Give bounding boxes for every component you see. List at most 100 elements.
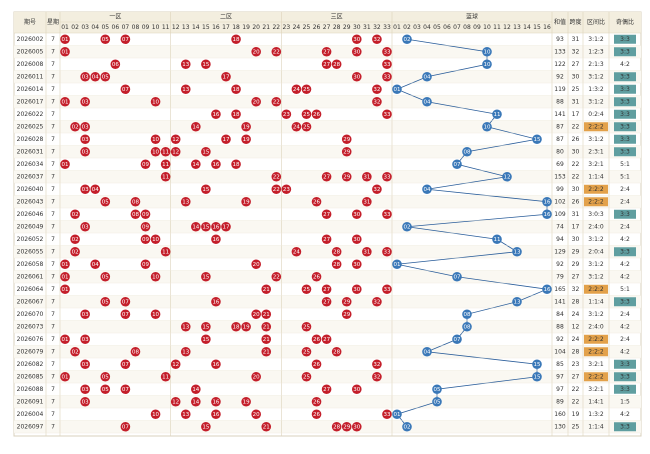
red-ball-circle <box>100 371 111 382</box>
red-ball-number: 03 <box>82 74 89 80</box>
red-ball: 07 <box>120 421 131 432</box>
red-ball: 07 <box>120 384 131 395</box>
red-ball-number: 26 <box>313 412 320 418</box>
red-ball: 14 <box>191 159 201 170</box>
red-ball-number: 03 <box>82 387 89 393</box>
blue-ball-circle <box>402 421 412 432</box>
red-ball-number: 10 <box>152 137 159 143</box>
red-ball-circle <box>251 309 261 320</box>
zone-ratio-cell: 2:2:2 <box>588 348 604 355</box>
sum-cell: 153 <box>554 173 566 180</box>
red-ball-number: 11 <box>162 374 169 380</box>
red-ball: 24 <box>291 246 302 257</box>
blue-ball: 05 <box>432 396 442 407</box>
red-number-header: 32 <box>373 24 381 31</box>
column-header: 期号 <box>24 18 36 26</box>
red-ball-circle <box>170 396 181 407</box>
red-ball-circle <box>251 46 261 57</box>
blue-ball-number: 01 <box>394 412 401 418</box>
red-ball-circle <box>251 371 261 382</box>
odd-even-highlight <box>614 122 636 132</box>
sum-cell: 130 <box>554 423 566 430</box>
red-number-header: 24 <box>293 24 301 31</box>
sum-cell: 102 <box>554 198 566 205</box>
red-ball-circle <box>351 284 362 295</box>
red-ball-number: 27 <box>323 174 330 180</box>
sum-cell: 94 <box>556 236 564 243</box>
red-ball-number: 07 <box>122 299 129 305</box>
red-ball: 18 <box>231 109 241 120</box>
red-ball-circle <box>90 184 101 195</box>
blue-ball: 02 <box>402 421 412 432</box>
red-ball: 30 <box>351 71 362 82</box>
red-ball-number: 07 <box>122 424 129 430</box>
red-ball-circle <box>150 271 161 282</box>
blue-ball: 07 <box>452 271 462 282</box>
red-ball: 13 <box>180 59 191 70</box>
red-ball-circle <box>60 259 70 270</box>
red-ball: 19 <box>241 396 251 407</box>
row-bg <box>14 145 641 158</box>
span-cell: 25 <box>572 86 580 93</box>
red-ball-number: 12 <box>172 399 179 405</box>
red-ball-number: 15 <box>202 324 209 330</box>
red-ball: 01 <box>60 284 70 295</box>
odd-even-highlight <box>614 372 636 382</box>
red-ball-circle <box>351 209 362 220</box>
zone-ratio-highlight <box>584 184 608 194</box>
red-ball: 26 <box>311 409 322 420</box>
odd-even-highlight <box>614 134 636 144</box>
blue-ball: 08 <box>462 146 472 157</box>
red-ball-circle <box>382 284 392 295</box>
red-ball: 04 <box>90 184 101 195</box>
red-ball-number: 09 <box>142 262 149 268</box>
span-cell: 28 <box>572 348 580 355</box>
red-ball: 05 <box>100 384 111 395</box>
red-ball: 20 <box>251 371 261 382</box>
odd-even-highlight <box>614 297 636 307</box>
red-ball: 30 <box>351 384 362 395</box>
odd-even-cell: 3:3 <box>620 86 630 93</box>
red-ball-number: 26 <box>313 337 320 343</box>
red-ball: 03 <box>80 96 90 107</box>
odd-even-cell: 3:3 <box>620 73 630 80</box>
red-ball-number: 09 <box>142 224 149 230</box>
red-ball: 27 <box>321 234 332 245</box>
blue-ball-number: 04 <box>424 349 431 355</box>
red-ball-number: 18 <box>233 87 240 93</box>
weekday-cell: 7 <box>51 36 55 43</box>
blue-ball-circle <box>482 59 492 70</box>
red-ball: 03 <box>80 396 90 407</box>
red-ball: 27 <box>321 384 332 395</box>
red-ball: 15 <box>201 321 211 332</box>
red-ball-circle <box>120 34 131 45</box>
red-ball: 33 <box>382 409 392 420</box>
red-ball-number: 25 <box>303 324 310 330</box>
column-header: 和值 <box>554 18 566 26</box>
red-ball-number: 30 <box>353 237 360 243</box>
red-ball-circle <box>351 421 362 432</box>
blue-number-header: 01 <box>393 24 401 31</box>
red-ball-number: 27 <box>323 237 330 243</box>
red-ball: 32 <box>372 184 382 195</box>
blue-ball: 16 <box>542 196 552 207</box>
red-ball-number: 10 <box>152 274 159 280</box>
blue-ball: 10 <box>482 121 492 132</box>
red-ball-number: 25 <box>303 374 310 380</box>
red-ball-circle <box>80 221 90 232</box>
red-ball-circle <box>180 346 191 357</box>
sum-cell: 87 <box>556 136 564 143</box>
span-cell: 27 <box>572 373 580 380</box>
blue-ball-number: 04 <box>424 187 431 193</box>
red-ball-circle <box>271 271 282 282</box>
red-ball: 18 <box>231 159 241 170</box>
red-ball: 07 <box>120 359 131 370</box>
issue-cell: 2026022 <box>17 111 44 118</box>
red-ball-circle <box>150 309 161 320</box>
blue-number-header: 07 <box>453 24 461 31</box>
red-ball: 27 <box>321 334 332 345</box>
red-ball: 30 <box>351 234 362 245</box>
blue-number-header: 15 <box>533 24 541 31</box>
red-ball-circle <box>120 384 131 395</box>
red-ball-circle <box>301 284 312 295</box>
